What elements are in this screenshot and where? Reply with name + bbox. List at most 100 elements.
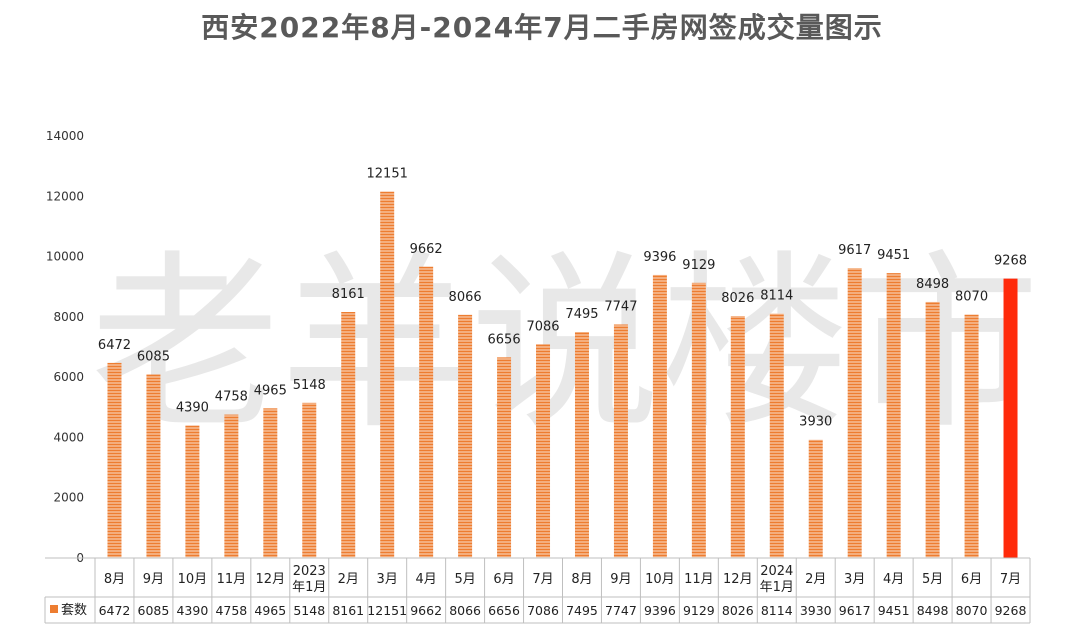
table-value: 8114 xyxy=(761,603,793,618)
data-label: 7747 xyxy=(604,299,637,314)
chart-title: 西安2022年8月-2024年7月二手房网签成交量图示 xyxy=(201,11,883,44)
watermark-text: 老羊说楼市 xyxy=(90,234,1040,455)
y-tick-label: 10000 xyxy=(46,250,84,264)
bar xyxy=(769,313,784,558)
category-label: 5月 xyxy=(922,572,943,587)
legend-swatch xyxy=(50,605,58,613)
y-tick-label: 14000 xyxy=(46,129,84,143)
table-value: 8066 xyxy=(449,603,481,618)
bar xyxy=(146,374,161,558)
data-labels: 6472 6085 4390 4758 4965 5148 8161 12151 9662 806… xyxy=(98,167,1027,430)
data-label: 7495 xyxy=(565,307,598,322)
table-value: 9617 xyxy=(839,603,871,618)
bar xyxy=(574,332,589,558)
bars xyxy=(107,191,1018,559)
category-label: 10月 xyxy=(178,572,208,587)
table-value: 9451 xyxy=(878,603,910,618)
category-label: 6月 xyxy=(961,572,982,587)
data-label: 3930 xyxy=(799,415,832,430)
data-label: 12151 xyxy=(367,167,408,182)
bar xyxy=(613,324,628,558)
bar xyxy=(107,362,122,558)
bar xyxy=(847,268,862,558)
data-label: 5148 xyxy=(293,378,326,393)
category-label: 10月 xyxy=(645,572,675,587)
y-tick-label: 12000 xyxy=(46,189,84,203)
table-value: 8070 xyxy=(956,603,988,618)
table-value: 9396 xyxy=(644,603,676,618)
category-label: 5月 xyxy=(454,572,475,587)
table-value: 4965 xyxy=(254,603,286,618)
category-label: 12月 xyxy=(723,572,753,587)
bar xyxy=(458,314,473,558)
category-label: 9月 xyxy=(610,572,631,587)
category-label: 6月 xyxy=(493,572,514,587)
category-label: 11月 xyxy=(217,572,247,587)
bar xyxy=(341,312,356,558)
bar xyxy=(652,274,667,558)
table-value: 7495 xyxy=(566,603,598,618)
table-value: 8026 xyxy=(722,603,754,618)
table-value: 7086 xyxy=(527,603,559,618)
data-label: 9617 xyxy=(838,243,871,258)
category-label: 2月 xyxy=(338,572,359,587)
table-value: 9268 xyxy=(995,603,1027,618)
data-label: 6656 xyxy=(488,332,521,347)
bar xyxy=(302,402,317,558)
legend-series-name: 套数 xyxy=(61,602,87,618)
data-label: 4758 xyxy=(215,390,248,405)
category-label: 4月 xyxy=(883,572,904,587)
category-label: 7月 xyxy=(1000,572,1021,587)
y-tick-label: 8000 xyxy=(53,310,84,324)
table-value: 4390 xyxy=(176,603,208,618)
data-label: 9662 xyxy=(410,242,443,257)
table-value: 3930 xyxy=(800,603,832,618)
data-label: 9396 xyxy=(643,250,676,265)
category-label: 2024 年1月 xyxy=(760,564,794,595)
bar xyxy=(497,357,512,558)
y-tick-label: 6000 xyxy=(53,370,84,384)
category-label: 2月 xyxy=(805,572,826,587)
y-tick-label: 4000 xyxy=(53,430,84,444)
data-label: 4390 xyxy=(176,401,209,416)
bar xyxy=(536,344,551,558)
data-label: 8070 xyxy=(955,290,988,305)
bar xyxy=(808,439,823,558)
category-label: 7月 xyxy=(532,572,553,587)
table-value: 6656 xyxy=(488,603,520,618)
table-value: 8498 xyxy=(917,603,949,618)
category-label: 11月 xyxy=(684,572,714,587)
table-value: 7747 xyxy=(605,603,637,618)
category-label: 8月 xyxy=(571,572,592,587)
bar xyxy=(964,314,979,558)
table-value: 8161 xyxy=(332,603,364,618)
bar xyxy=(185,425,200,558)
bar xyxy=(925,301,940,558)
table-value: 12151 xyxy=(367,603,407,618)
data-label: 6085 xyxy=(137,350,170,365)
category-label: 3月 xyxy=(377,572,398,587)
data-label: 7086 xyxy=(526,319,559,334)
data-label: 9451 xyxy=(877,248,910,263)
table-value: 9129 xyxy=(683,603,715,618)
table-value: 6472 xyxy=(99,603,131,618)
category-label: 2023 年1月 xyxy=(292,564,326,595)
category-label: 9月 xyxy=(143,572,164,587)
category-label: 12月 xyxy=(256,572,286,587)
table-value: 4758 xyxy=(215,603,247,618)
bar xyxy=(886,273,901,558)
bar xyxy=(730,316,745,558)
data-label: 8066 xyxy=(449,290,482,305)
bar xyxy=(224,414,239,558)
data-label: 8498 xyxy=(916,277,949,292)
data-label: 4965 xyxy=(254,383,287,398)
bar xyxy=(419,266,434,558)
data-label: 8114 xyxy=(760,288,793,303)
bar xyxy=(1003,278,1018,558)
table-value: 6085 xyxy=(138,603,170,618)
data-label: 8161 xyxy=(332,287,365,302)
bar xyxy=(263,408,278,558)
table-value: 9662 xyxy=(410,603,442,618)
